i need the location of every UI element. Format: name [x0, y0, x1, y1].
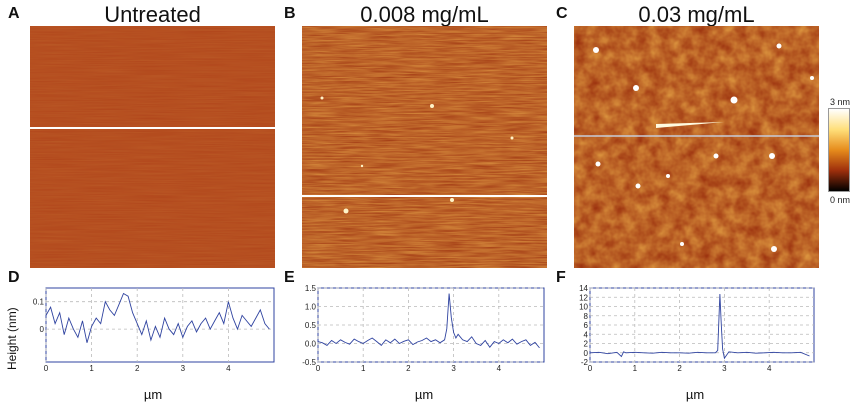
particles-003: [593, 43, 814, 252]
afm-image-0008: [302, 26, 547, 268]
y-tick-label: 1.5: [305, 284, 317, 293]
x-tick-label: 0: [588, 364, 593, 373]
large-aggregate: [656, 122, 724, 128]
y-tick-label: 10: [579, 303, 588, 312]
height-profile-f: 0 1 2 3 4 14 12 10 8 6 4 2 0 -2: [574, 284, 816, 376]
y-tick-label: 8: [584, 312, 589, 321]
afm-image-003-canvas: [574, 26, 819, 268]
plot-frame: [589, 287, 815, 363]
y-tick-label: 6: [584, 321, 589, 330]
particles-0008: [320, 96, 514, 214]
panel-letter-b: B: [284, 5, 296, 22]
x-axis-label-f: µm: [685, 387, 705, 402]
x-tick-label: 1: [361, 364, 366, 373]
panel-letter-f: F: [556, 269, 566, 286]
afm-image-untreated-canvas: [30, 26, 275, 268]
panel-letter-d: D: [8, 269, 20, 286]
height-profile-d: 0 1 2 3 4 0.1 0: [30, 284, 276, 376]
x-tick-label: 3: [722, 364, 727, 373]
afm-image-0008-canvas: [302, 26, 547, 268]
x-tick-label: 4: [226, 364, 231, 373]
afm-image-003: [574, 26, 819, 268]
plot-frame: [45, 287, 275, 363]
panel-title-003: 0.03 mg/mL: [638, 2, 755, 27]
x-tick-label: 1: [633, 364, 638, 373]
y-tick-label: 0: [40, 325, 45, 334]
panel-letter-a: A: [8, 5, 20, 22]
colorbar-min-label: 0 nm: [830, 195, 851, 205]
colorbar-max-label: 3 nm: [830, 97, 851, 107]
panel-letter-e: E: [284, 269, 295, 286]
panel-letter-c: C: [556, 5, 568, 22]
series-line-profile: [317, 293, 540, 349]
afm-image-untreated: [30, 26, 275, 268]
x-tick-label: 2: [406, 364, 411, 373]
x-tick-label: 4: [767, 364, 772, 373]
x-axis-label-e: µm: [414, 387, 434, 402]
y-tick-label: 4: [584, 330, 589, 339]
colorbar: [828, 108, 850, 192]
y-tick-label: 0.5: [305, 321, 317, 330]
x-tick-label: 0: [316, 364, 321, 373]
y-tick-label: 1.0: [305, 303, 317, 312]
series-line-profile: [589, 293, 810, 360]
height-profile-e: 0 1 2 3 4 1.5 1.0 0.5 0.0 -0.5: [302, 284, 546, 376]
x-tick-label: 3: [181, 364, 186, 373]
x-tick-label: 2: [677, 364, 682, 373]
y-tick-label: -0.5: [302, 358, 316, 367]
y-tick-label: 12: [579, 293, 588, 302]
x-tick-label: 0: [44, 364, 49, 373]
x-tick-label: 4: [497, 364, 502, 373]
y-tick-label: 14: [579, 284, 588, 293]
series-line-profile: [45, 292, 270, 343]
x-tick-label: 2: [135, 364, 140, 373]
y-tick-label: 2: [584, 340, 589, 349]
x-axis-label-d: µm: [143, 387, 163, 402]
panel-title-0008: 0.008 mg/mL: [360, 2, 489, 27]
panel-title-untreated: Untreated: [104, 2, 201, 27]
y-tick-label: 0.0: [305, 340, 317, 349]
x-tick-label: 3: [451, 364, 456, 373]
x-tick-label: 1: [89, 364, 94, 373]
y-tick-label: 0: [584, 349, 589, 358]
y-axis-label-d: Height (nm): [5, 307, 19, 370]
y-tick-label: -2: [581, 358, 589, 367]
y-tick-label: 0.1: [33, 298, 45, 307]
